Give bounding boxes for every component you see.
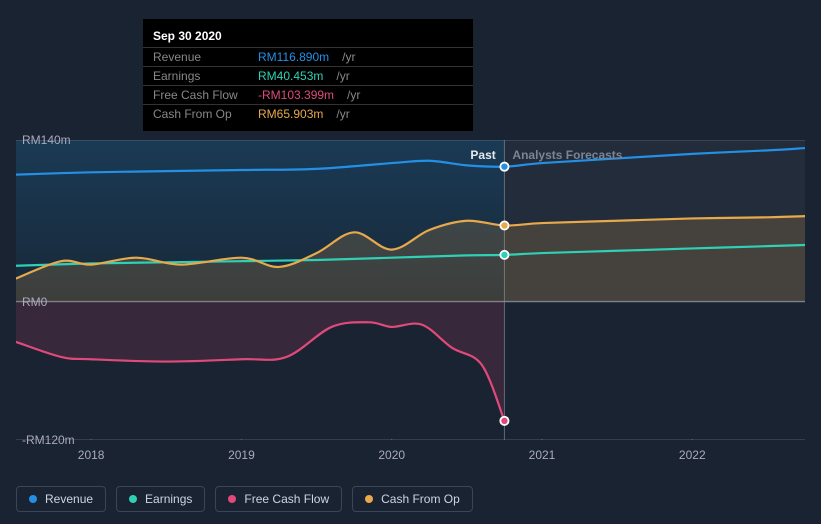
y-axis-label-min: -RM120m [22, 433, 75, 447]
legend-item[interactable]: Free Cash Flow [215, 486, 342, 512]
legend-dot-icon [129, 495, 137, 503]
tooltip-date: Sep 30 2020 [143, 27, 473, 47]
chart-tooltip: Sep 30 2020 RevenueRM116.890m/yrEarnings… [143, 19, 473, 131]
x-axis-label: 2018 [78, 448, 105, 462]
legend-item[interactable]: Earnings [116, 486, 205, 512]
tooltip-row: Free Cash Flow -RM103.399m/yr [143, 85, 473, 104]
legend-item-label: Earnings [145, 492, 192, 506]
tooltip-row-unit: /yr [347, 88, 360, 102]
legend-item-label: Revenue [45, 492, 93, 506]
x-axis-label: 2022 [679, 448, 706, 462]
x-axis-label: 2019 [228, 448, 255, 462]
tooltip-row-value: RM40.453m [258, 69, 323, 83]
legend-item-label: Free Cash Flow [244, 492, 329, 506]
tooltip-row-unit: /yr [336, 69, 349, 83]
tooltip-row-label: Earnings [153, 69, 248, 83]
tooltip-row-label: Cash From Op [153, 107, 248, 121]
tooltip-row: Cash From Op RM65.903m/yr [143, 104, 473, 123]
tooltip-row-unit: /yr [342, 50, 355, 64]
chart-area[interactable] [16, 140, 805, 440]
tooltip-row-label: Revenue [153, 50, 248, 64]
past-section-label: Past [470, 148, 495, 162]
legend-dot-icon [365, 495, 373, 503]
tooltip-row-value: RM116.890m [258, 50, 329, 64]
tooltip-row: Revenue RM116.890m/yr [143, 47, 473, 66]
tooltip-row-unit: /yr [336, 107, 349, 121]
legend-dot-icon [29, 495, 37, 503]
x-axis-label: 2021 [529, 448, 556, 462]
tooltip-row: Earnings RM40.453m/yr [143, 66, 473, 85]
chart-legend: Revenue Earnings Free Cash Flow Cash From O… [16, 486, 473, 512]
tooltip-row-value: -RM103.399m [258, 88, 334, 102]
legend-dot-icon [228, 495, 236, 503]
tooltip-row-label: Free Cash Flow [153, 88, 248, 102]
chart-svg [16, 140, 805, 440]
x-axis-label: 2020 [378, 448, 405, 462]
forecast-section-label: Analysts Forecasts [512, 148, 622, 162]
tooltip-row-value: RM65.903m [258, 107, 323, 121]
legend-item-label: Cash From Op [381, 492, 460, 506]
y-axis-label-max: RM140m [22, 133, 71, 147]
legend-item[interactable]: Revenue [16, 486, 106, 512]
y-axis-label-zero: RM0 [22, 295, 47, 309]
tooltip-rows: Revenue RM116.890m/yr Earnings RM40.453m/yr… [143, 47, 473, 123]
legend-item[interactable]: Cash From Op [352, 486, 473, 512]
